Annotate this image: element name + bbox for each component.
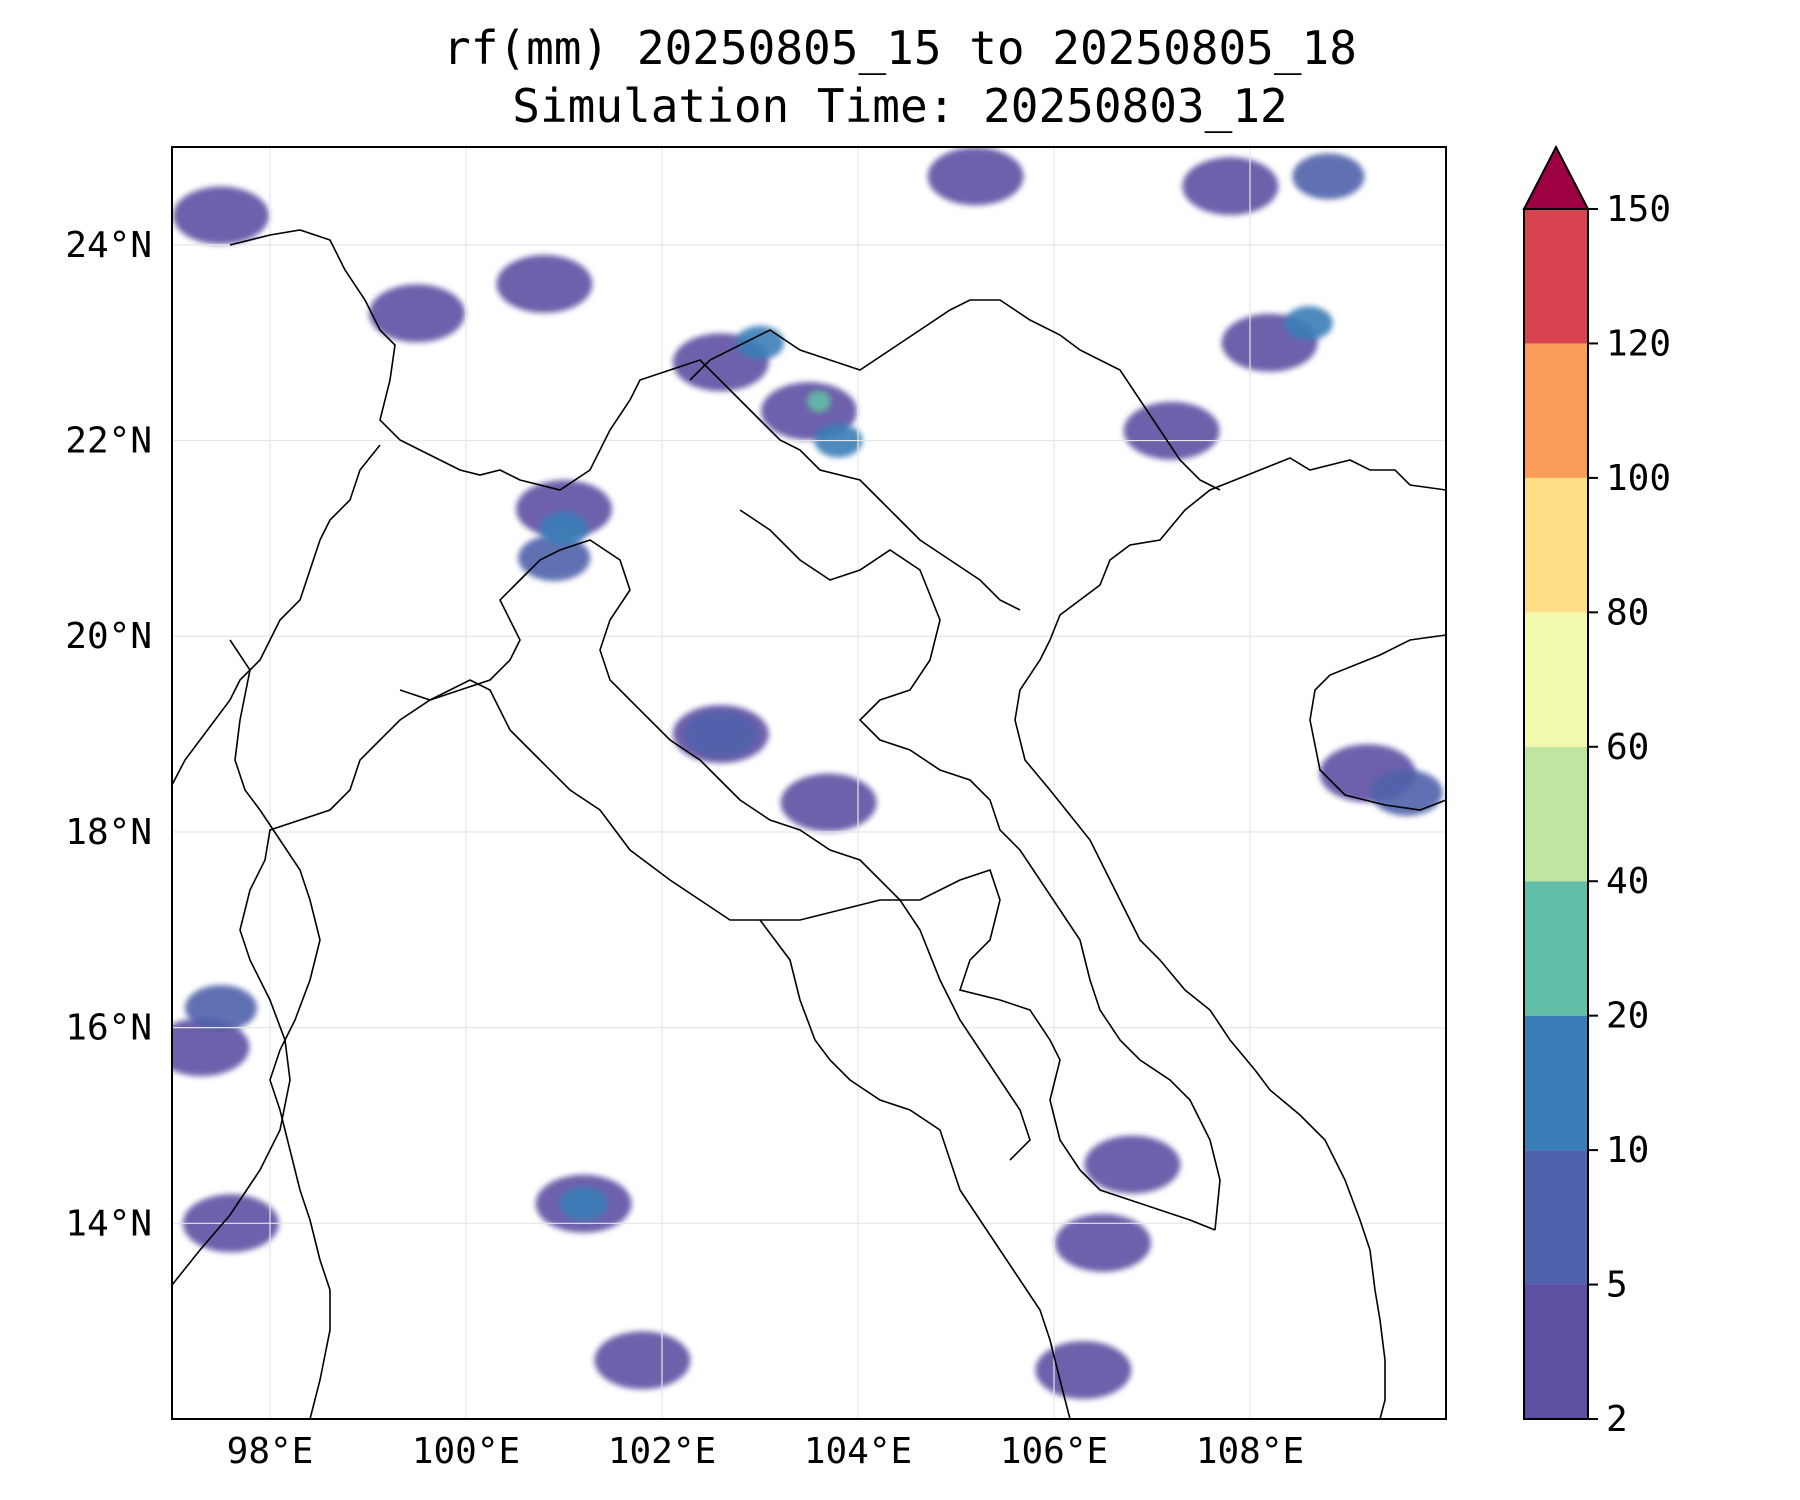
lat-tick-label: 22°N bbox=[65, 421, 152, 462]
border-north bbox=[229, 229, 1021, 611]
lat-tick-label: 24°N bbox=[65, 225, 152, 266]
border-china-vietnam bbox=[689, 299, 1221, 491]
rain-cell bbox=[806, 390, 831, 413]
lon-tick-label: 98°E bbox=[227, 1431, 314, 1472]
map-title: rf(mm) 20250805_15 to 20250805_18 bbox=[443, 21, 1357, 75]
rain-cell bbox=[1123, 401, 1220, 460]
colorbar-segment bbox=[1524, 612, 1588, 747]
lat-tick-label: 14°N bbox=[65, 1203, 152, 1244]
border-laos-vietnam bbox=[739, 509, 1221, 1231]
lon-tick-label: 104°E bbox=[804, 1431, 912, 1472]
map-frame bbox=[171, 146, 1447, 1420]
rain-cell bbox=[559, 1186, 608, 1221]
border-thailand-laos bbox=[399, 539, 1031, 1161]
colorbar-extend-arrow bbox=[1522, 144, 1590, 210]
boundaries bbox=[172, 229, 1446, 1419]
colorbar-tick-label: 80 bbox=[1606, 592, 1649, 633]
border-myanmar-west bbox=[172, 444, 381, 786]
colorbar-tick-label: 20 bbox=[1606, 996, 1649, 1037]
lon-tick-label: 100°E bbox=[412, 1431, 520, 1472]
border-thailand-myanmar bbox=[229, 639, 331, 1419]
lat-tick-label: 16°N bbox=[65, 1008, 152, 1049]
colorbar-tick-label: 60 bbox=[1606, 727, 1649, 768]
colorbar-tick-label: 120 bbox=[1606, 323, 1671, 364]
rain-cell bbox=[496, 254, 593, 313]
rain-cell bbox=[1370, 769, 1443, 816]
rain-cell bbox=[1284, 306, 1333, 341]
rain-cell bbox=[684, 711, 757, 758]
colorbar-segment bbox=[1524, 746, 1588, 882]
rain-cell bbox=[172, 1018, 250, 1077]
rain-cell bbox=[736, 325, 784, 360]
rain-cell bbox=[594, 1331, 691, 1390]
rain-cell bbox=[185, 985, 257, 1032]
colorbar-segment bbox=[1524, 209, 1588, 344]
rain-cell bbox=[173, 186, 269, 245]
colorbar-segment bbox=[1524, 881, 1588, 1016]
map-axes: 98°E 100°E 102°E 104°E 106°E 108°E 14°N 16°N 18°… bbox=[65, 225, 1304, 1472]
colorbar-tick-label: 5 bbox=[1606, 1265, 1628, 1306]
colorbar-frame bbox=[1523, 208, 1589, 1420]
rain-cell bbox=[516, 480, 612, 539]
rain-cell bbox=[1035, 1341, 1132, 1400]
lat-tick-label: 18°N bbox=[65, 812, 152, 853]
coastline-hainan bbox=[1309, 634, 1446, 811]
rain-cell bbox=[369, 284, 465, 343]
rain-cell bbox=[1292, 153, 1365, 200]
colorbar-tick-label: 150 bbox=[1606, 189, 1671, 230]
lat-tick-label: 20°N bbox=[65, 616, 152, 657]
lon-tick-label: 108°E bbox=[1196, 1431, 1304, 1472]
rain-cell bbox=[1084, 1135, 1181, 1194]
colorbar-segment bbox=[1524, 1284, 1588, 1419]
coastline-gulf-of-tonkin bbox=[1014, 457, 1446, 1419]
lon-tick-label: 106°E bbox=[1000, 1431, 1108, 1472]
lon-tick-label: 102°E bbox=[608, 1431, 716, 1472]
colorbar-tick-label: 2 bbox=[1606, 1399, 1628, 1440]
map-subtitle: Simulation Time: 20250803_12 bbox=[512, 79, 1288, 133]
colorbar-tick-label: 100 bbox=[1606, 458, 1671, 499]
coastline-gulf-of-thailand bbox=[172, 679, 1071, 1419]
colorbar-segment bbox=[1524, 1150, 1588, 1285]
rain-cell bbox=[1055, 1213, 1151, 1272]
colorbar-segment bbox=[1524, 477, 1588, 613]
border-cambodia bbox=[760, 868, 1216, 1231]
colorbar-tick-label: 10 bbox=[1606, 1130, 1649, 1171]
rain-cell bbox=[927, 147, 1024, 206]
colorbar-segment bbox=[1524, 343, 1588, 478]
graticule bbox=[172, 147, 1446, 1419]
colorbar: 2 5 10 20 40 60 80 100 120 150 bbox=[1522, 144, 1671, 1440]
rain-cell bbox=[1182, 157, 1279, 216]
rain-cell bbox=[540, 511, 588, 546]
rain-cell bbox=[780, 773, 877, 832]
rainfall-layer bbox=[172, 147, 1443, 1400]
colorbar-segment bbox=[1524, 1015, 1588, 1151]
colorbar-tick-label: 40 bbox=[1606, 861, 1649, 902]
